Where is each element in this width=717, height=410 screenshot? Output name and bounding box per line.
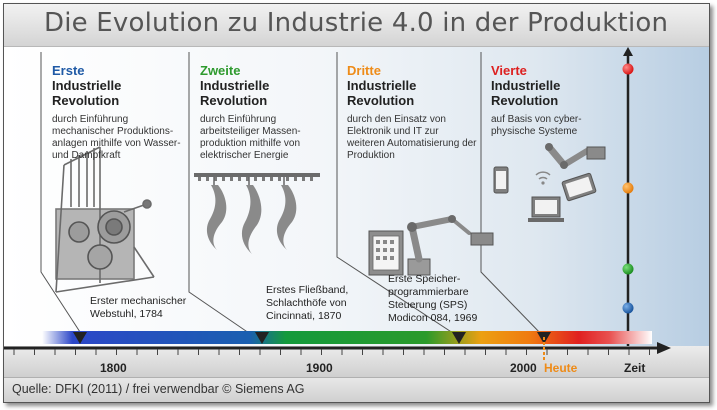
revolution-second: Zweite Industrielle Revolution durch Ein… (200, 63, 335, 162)
conveyor-hook (214, 177, 217, 181)
conveyor-hook (286, 177, 289, 181)
revolution-second-ordinal: Zweite (200, 63, 241, 78)
conveyor-hook (254, 177, 257, 181)
source-credit: Quelle: DFKI (2011) / frei verwendbar © … (12, 382, 305, 396)
revolution-fourth-ordinal: Vierte (491, 63, 527, 78)
event-third-line2: programmierbare (388, 286, 469, 298)
event-second-line1: Erstes Fließband, (266, 284, 349, 296)
axis-arrow-head (657, 342, 671, 354)
revolution-third-line2: Revolution (347, 93, 415, 108)
era-dot-second (622, 263, 634, 275)
loom-icon (55, 146, 155, 293)
assembly-line-icon (194, 173, 320, 254)
revolution-first: Erste Industrielle Revolution durch Einf… (52, 63, 187, 162)
revolution-fourth: Vierte Industrielle Revolution auf Basis… (491, 63, 611, 138)
header-bar: Die Evolution zu Industrie 4.0 in der Pr… (4, 4, 709, 47)
revolution-fourth-line1: Industrielle (491, 78, 561, 93)
tick-label-1800: 1800 (100, 361, 127, 375)
event-plc: Erste Speicher- programmierbare Steuerun… (388, 273, 477, 325)
conveyor-hook (302, 177, 305, 181)
infographic-frame: Die Evolution zu Industrie 4.0 in der Pr… (3, 3, 710, 403)
tick-label-1900: 1900 (306, 361, 333, 375)
revolution-third-ordinal: Dritte (347, 63, 381, 78)
revolution-first-desc: durch Einführung mechanischer Produktion… (52, 114, 181, 161)
revolution-third: Dritte Industrielle Revolution durch den… (347, 63, 477, 162)
revolution-fourth-desc: auf Basis von cyber-physische Systeme (491, 114, 582, 137)
revolution-second-line2: Revolution (200, 93, 268, 108)
diagram-graphics (4, 47, 709, 377)
event-third-line1: Erste Speicher- (388, 273, 461, 285)
event-assembly-line: Erstes Fließband, Schlachthöfe von Cinci… (266, 284, 348, 323)
era-dot-third (622, 182, 634, 194)
event-first-line2: Webstuhl, 1784 (90, 308, 163, 320)
diagram-stage: Erste Industrielle Revolution durch Einf… (4, 47, 709, 377)
conveyor-hook (262, 177, 265, 181)
footer-bar: Quelle: DFKI (2011) / frei verwendbar © … (4, 377, 709, 402)
conveyor-hook (198, 177, 201, 181)
revolution-third-desc: durch den Einsatz von Elektronik und IT … (347, 114, 477, 161)
conveyor-hook (206, 177, 209, 181)
conveyor-hook (222, 177, 225, 181)
event-first-loom: Erster mechanischer Webstuhl, 1784 (90, 295, 186, 321)
ruler-band (4, 346, 709, 377)
event-third-line4: Modicon 084, 1969 (388, 312, 478, 324)
axis-label-zeit: Zeit (624, 361, 646, 375)
axis-ticks (13, 349, 650, 355)
tick-label-2000: 2000 (510, 361, 537, 375)
conveyor-hook (246, 177, 249, 181)
today-label: Heute (544, 361, 578, 375)
revolution-first-line2: Revolution (52, 93, 120, 108)
conveyor-hook (270, 177, 273, 181)
revolution-second-desc: durch Einführung arbeitsteiliger Massen-… (200, 114, 301, 161)
era-dot-fourth (622, 63, 634, 75)
event-second-line3: Cincinnati, 1870 (266, 310, 342, 322)
revolution-third-line1: Industrielle (347, 78, 417, 93)
revolution-fourth-line2: Revolution (491, 93, 559, 108)
conveyor-hook (278, 177, 281, 181)
conveyor-hook (230, 177, 233, 181)
page-title: Die Evolution zu Industrie 4.0 in der Pr… (44, 8, 669, 38)
revolution-first-ordinal: Erste (52, 63, 85, 78)
era-dot-first (622, 302, 634, 314)
robot-arm-icon (368, 215, 494, 276)
conveyor-hook (310, 177, 313, 181)
revolution-second-line1: Industrielle (200, 78, 270, 93)
timeline-vertical (622, 47, 634, 365)
event-first-line1: Erster mechanischer (90, 295, 187, 307)
conveyor-hook (294, 177, 297, 181)
era-gradient-bar (42, 331, 652, 344)
conveyor-hook (238, 177, 241, 181)
revolution-first-line1: Industrielle (52, 78, 122, 93)
cyber-physical-systems-icon (493, 143, 606, 222)
event-third-line3: Steuerung (SPS) (388, 299, 468, 311)
event-second-line2: Schlachthöfe von (266, 297, 347, 309)
